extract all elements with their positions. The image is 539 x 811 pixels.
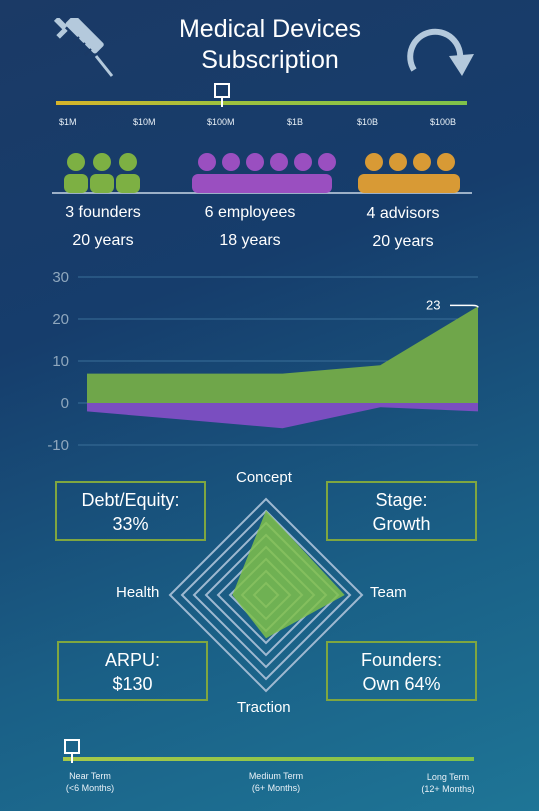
timeline-medium: Medium Term (6+ Months) [236,770,316,794]
y-tick-label: -10 [47,437,69,454]
founders-stat: 3 founders 20 years [43,199,163,255]
y-tick-label: 30 [52,269,69,286]
founders-icon [64,153,140,193]
scale-label-100b: $100B [430,117,457,127]
timeline-medium-label: Medium Term [248,771,304,781]
y-tick-label: 10 [52,353,69,370]
positive-area [87,306,478,403]
y-tick-label: 0 [61,395,69,412]
arpu-box: ARPU: $130 [57,641,208,701]
people-icons [52,153,472,194]
employees-stat: 6 employees 18 years [190,199,310,255]
advisors-years: 20 years [372,233,434,250]
debt-equity-box: Debt/Equity: 33% [55,481,206,541]
valuation-marker-icon [214,83,230,107]
founders-own-value: Own 64% [362,674,441,694]
scale-label-1b: $1B [287,117,304,127]
founders-count: 3 founders [65,204,141,221]
timeline-long-label: Long Term [426,772,470,782]
area-chart: 30 20 10 0 -10 23 [47,269,479,454]
title-line-1: Medical Devices [178,15,361,43]
syringe-icon [53,18,114,77]
arpu-value: $130 [112,674,153,694]
annotation-label: 23 [426,297,440,312]
founders-own-box: Founders: Own 64% [326,641,477,701]
timeline-long: Long Term (12+ Months) [408,771,488,795]
stage-box: Stage: Growth [326,481,477,541]
debt-equity-value: 33% [112,514,149,534]
timeline-medium-sub: (6+ Months) [251,783,301,793]
timeline-near-label: Near Term [69,771,111,781]
employees-years: 18 years [219,232,281,249]
stage-label: Stage: [375,490,428,510]
arpu-label: ARPU: [104,650,160,670]
scale-label-1m: $1M [59,117,77,127]
employees-count: 6 employees [204,204,296,221]
employees-icon [192,153,336,193]
timeline-long-sub: (12+ Months) [421,784,475,794]
debt-equity-label: Debt/Equity: [81,490,180,510]
annotation-leader [450,304,479,308]
radar-chart [168,497,364,693]
valuation-scale-bar [56,101,467,105]
scale-label-10b: $10B [357,117,379,127]
stage-value: Growth [372,514,431,534]
refresh-arrow-icon [407,28,474,76]
timeline-marker-icon [64,739,80,763]
chart-y-ticks: 30 20 10 0 -10 [47,269,69,454]
scale-label-100m: $100M [207,117,235,127]
advisors-icon [358,153,460,193]
radar-ring [180,509,352,681]
timeline-near-sub: (<6 Months) [65,783,115,793]
founders-years: 20 years [72,232,134,249]
advisors-stat: 4 advisors 20 years [343,200,463,256]
timeline-near: Near Term (<6 Months) [50,770,130,794]
y-tick-label: 20 [52,311,69,328]
negative-area [87,403,478,429]
radar-label-team: Team [370,584,407,601]
radar-label-traction: Traction [237,699,291,716]
scale-label-10m: $10M [133,117,156,127]
radar-value-area [232,510,345,639]
page-title: Medical Devices Subscription [130,14,410,76]
radar-ring [168,497,364,693]
radar-label-health: Health [116,584,160,601]
radar-label-concept: Concept [236,469,292,486]
timeline-bar [63,757,474,761]
advisors-count: 4 advisors [366,205,440,222]
founders-own-label: Founders: [360,650,443,670]
title-line-2: Subscription [201,46,339,74]
